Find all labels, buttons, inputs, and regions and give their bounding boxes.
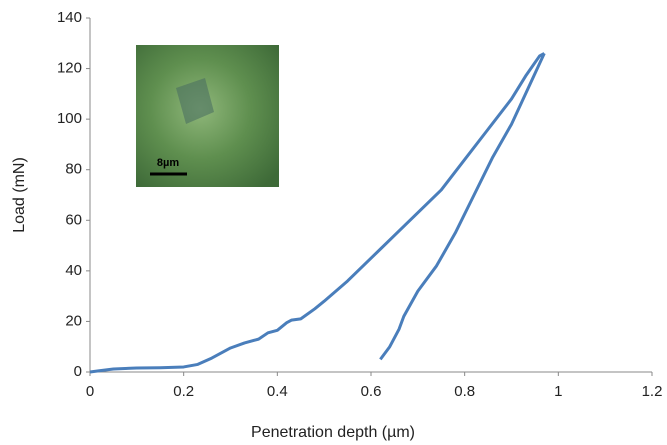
data-line — [89, 52, 545, 374]
y-tick-label: 140 — [57, 9, 82, 26]
y-tick-label: 60 — [65, 211, 82, 228]
x-axis-label: Penetration depth (µm) — [251, 424, 415, 441]
x-tick-label: 0.6 — [361, 383, 382, 400]
data-line — [379, 52, 546, 361]
y-tick-label: 80 — [65, 161, 82, 178]
x-tick-label: 1 — [554, 383, 562, 400]
x-tick-label: 0.4 — [267, 383, 288, 400]
indent-mark — [176, 78, 214, 124]
scale-label: 8µm — [157, 157, 179, 169]
y-tick-label: 0 — [74, 363, 82, 380]
y-tick-label: 100 — [57, 110, 82, 127]
inset-image: 8µm — [136, 45, 279, 187]
x-tick-label: 0 — [86, 383, 94, 400]
y-tick-label: 40 — [65, 262, 82, 279]
x-tick-label: 1.2 — [642, 383, 663, 400]
inset-photo — [136, 45, 279, 187]
y-tick-label: 120 — [57, 60, 82, 77]
x-tick-label: 0.8 — [454, 383, 475, 400]
y-tick-label: 20 — [65, 312, 82, 329]
x-tick-label: 0.2 — [173, 383, 194, 400]
y-axis-label: Load (mN) — [11, 157, 28, 233]
